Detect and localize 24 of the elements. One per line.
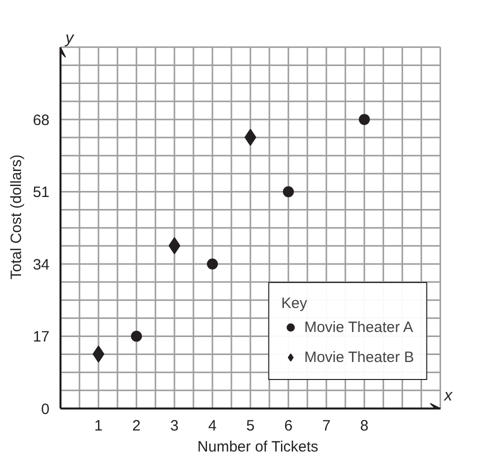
text: x <box>443 388 454 404</box>
legend-label: Movie Theater B <box>304 348 414 366</box>
y-tick-label: 0 <box>41 401 50 418</box>
x-axis-title: Number of Tickets <box>197 438 318 456</box>
x-tick-label: 3 <box>170 418 179 434</box>
point <box>358 114 370 125</box>
x-tick-label: 5 <box>246 418 255 434</box>
legend-title: Key <box>281 295 308 312</box>
y-tick-label: 34 <box>32 256 50 274</box>
x-tick-label: 6 <box>284 418 293 434</box>
y-tick-label: 68 <box>32 112 50 129</box>
point <box>130 330 142 342</box>
y-tick-label: 17 <box>32 328 50 346</box>
x-tick-label: 4 <box>208 418 217 434</box>
text: y <box>64 30 74 48</box>
y-tick-label: 51 <box>32 184 50 202</box>
x-tick-label: 7 <box>322 418 331 434</box>
y-axis-title: Total Cost (dollars) <box>8 154 25 280</box>
legend-label: Movie Theater A <box>304 318 414 336</box>
point <box>282 186 294 198</box>
point <box>206 258 218 270</box>
x-tick-label: 1 <box>94 418 103 434</box>
x-tick-label: 8 <box>360 418 369 434</box>
x-tick-label: 2 <box>132 418 141 434</box>
